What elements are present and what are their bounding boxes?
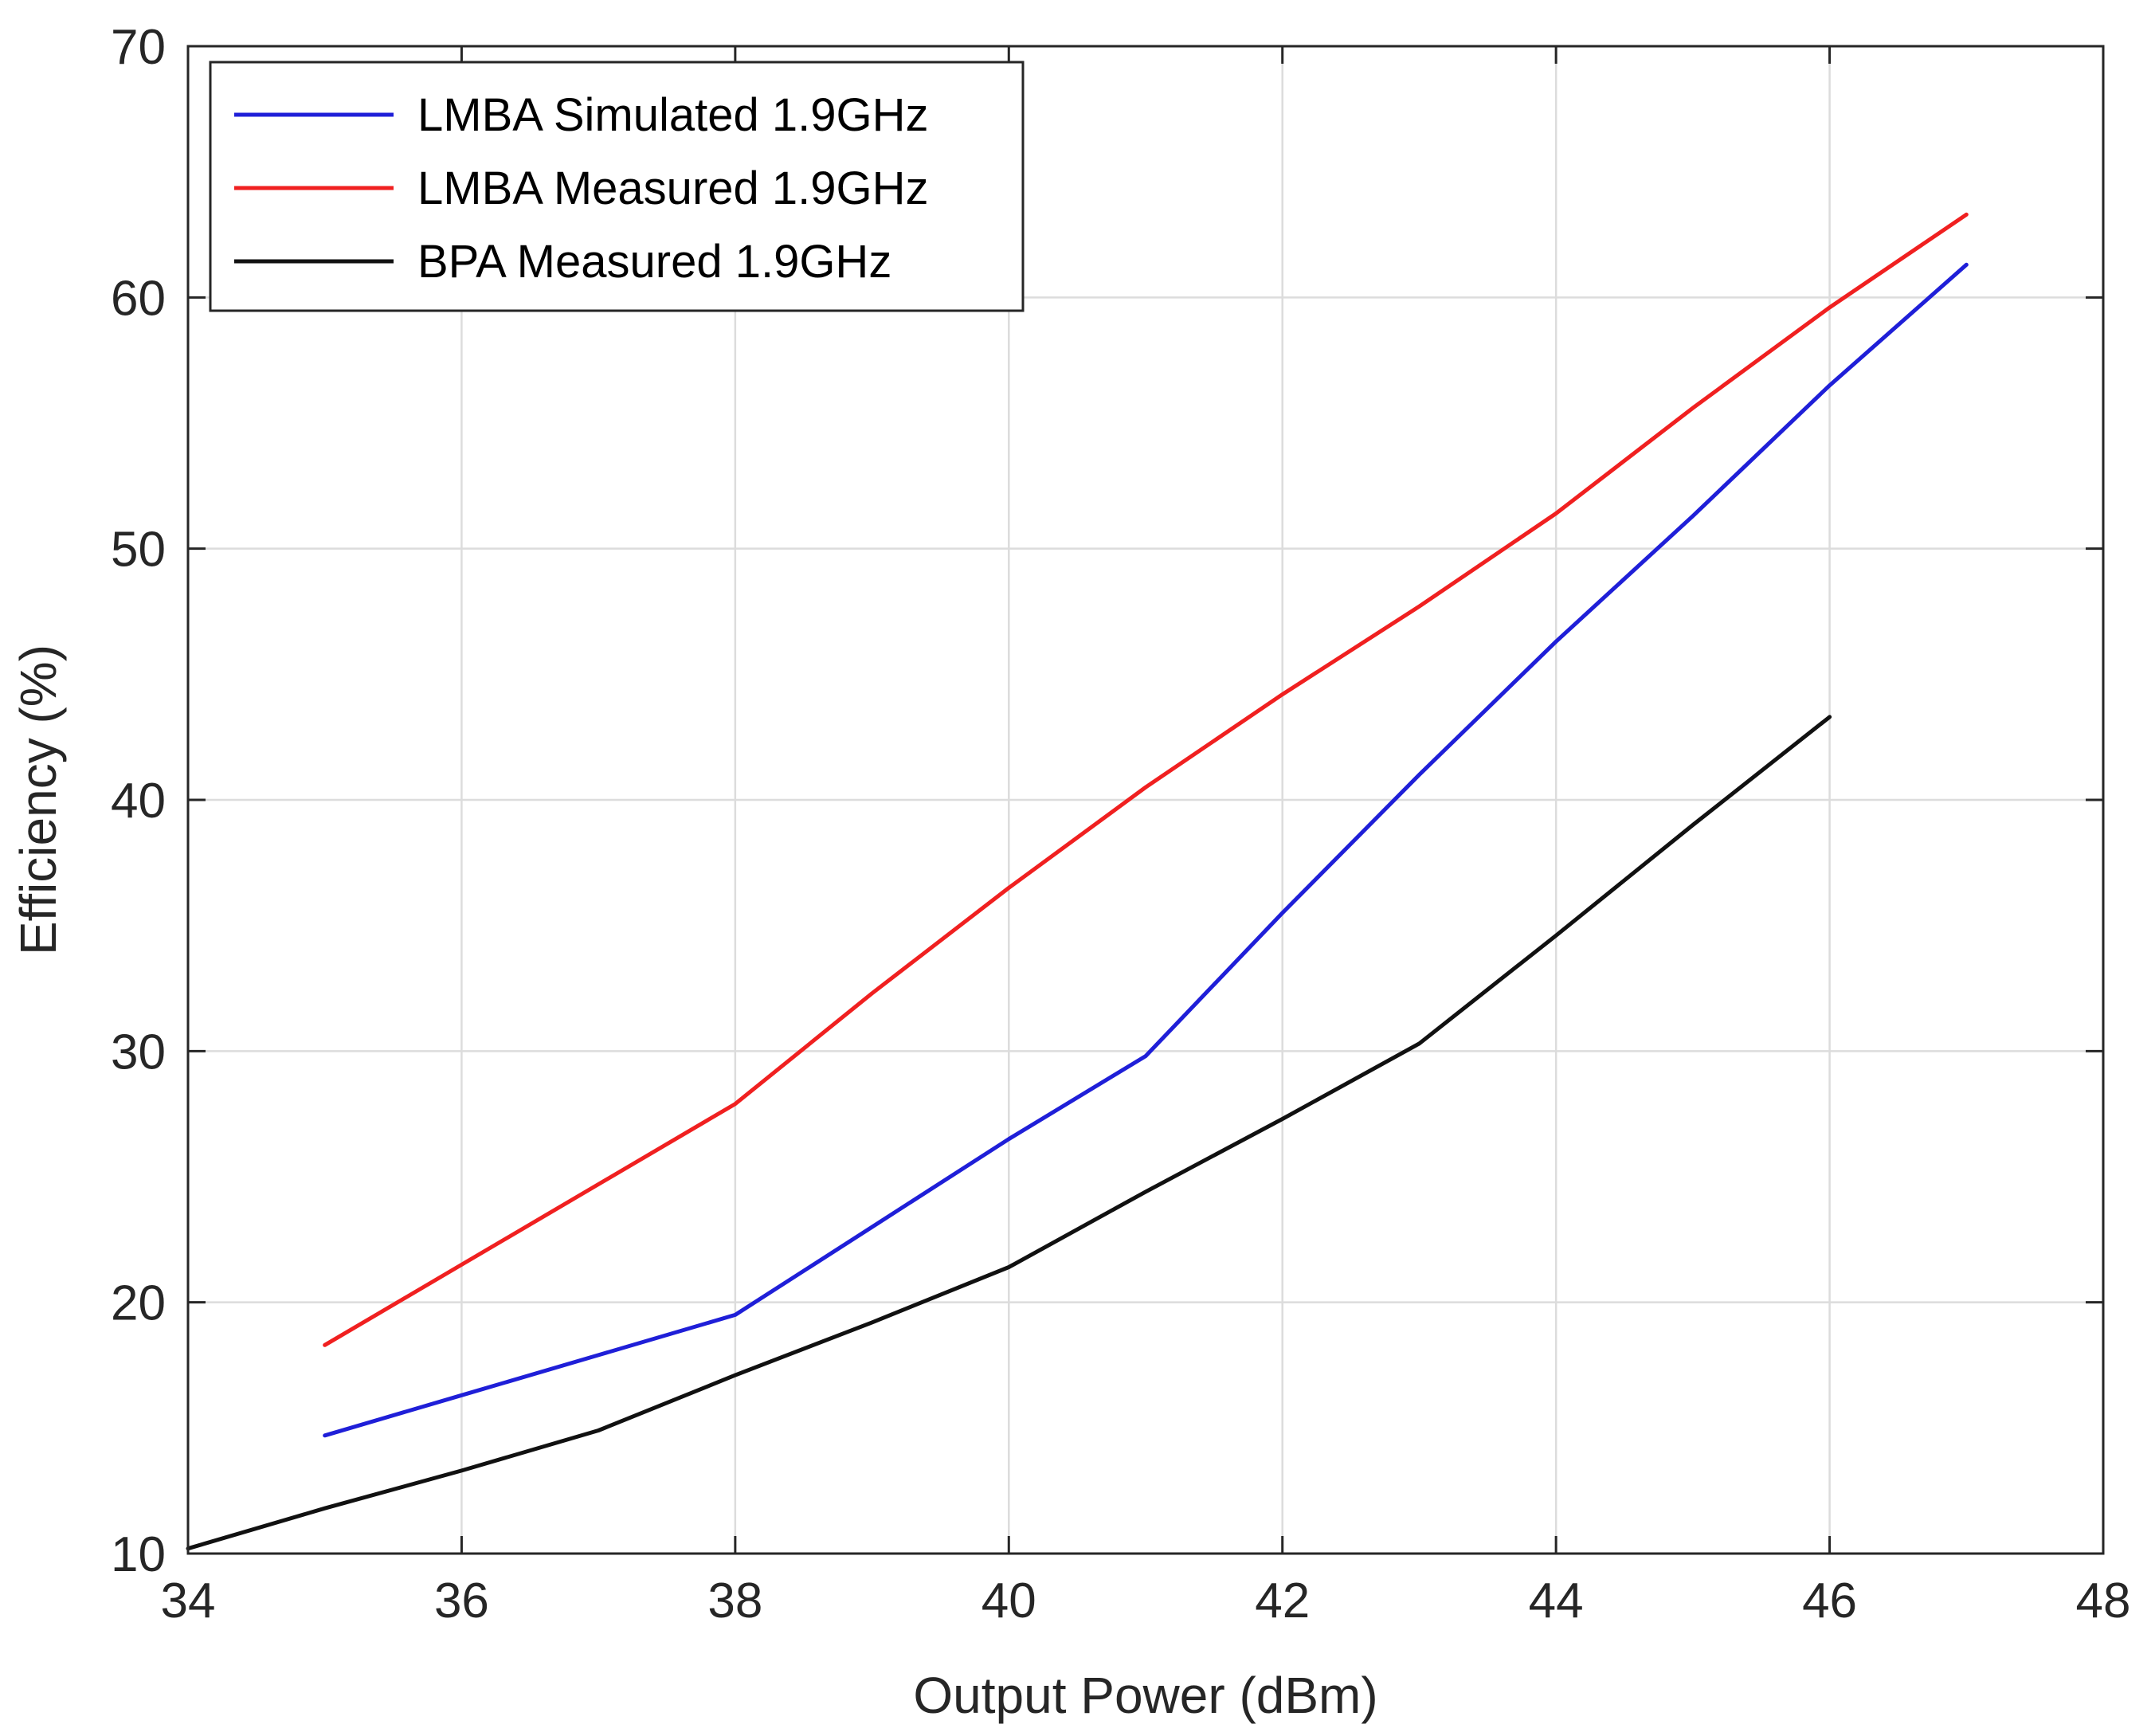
legend-label: BPA Measured 1.9GHz: [417, 236, 891, 288]
legend-label: LMBA Measured 1.9GHz: [417, 163, 929, 214]
series-line-bpa-measured-1-9ghz: [186, 715, 1832, 1551]
y-tick-label: 50: [111, 523, 166, 578]
y-tick-label: 20: [111, 1276, 166, 1331]
axis-ticks: 34 36 38 40 42 44 46 48 10 20 30 40 50 60 70: [111, 20, 2130, 1628]
x-tick-label: 40: [982, 1573, 1036, 1628]
y-axis-label: Efficiency (%): [10, 645, 67, 955]
series-group: [186, 212, 1969, 1551]
x-tick-label: 44: [1529, 1573, 1584, 1628]
y-tick-label: 10: [111, 1527, 166, 1582]
grid: [186, 45, 2105, 1555]
x-tick-label: 34: [161, 1573, 216, 1628]
legend-label: LMBA Simulated 1.9GHz: [417, 89, 929, 141]
series-line-lmba-measured-1-9ghz: [323, 212, 1969, 1347]
y-tick-label: 60: [111, 271, 166, 326]
x-tick-label: 42: [1255, 1573, 1310, 1628]
y-tick-label: 30: [111, 1025, 166, 1080]
y-tick-label: 70: [111, 20, 166, 75]
series-line-lmba-simulated-1-9ghz: [323, 262, 1969, 1438]
x-tick-label: 38: [707, 1573, 762, 1628]
x-tick-label: 46: [1802, 1573, 1857, 1628]
x-tick-label: 48: [2076, 1573, 2131, 1628]
y-tick-label: 40: [111, 774, 166, 829]
x-axis-label: Output Power (dBm): [913, 1667, 1377, 1724]
legend: LMBA Simulated 1.9GHz LMBA Measured 1.9GH…: [209, 61, 1025, 312]
x-tick-label: 36: [434, 1573, 489, 1628]
